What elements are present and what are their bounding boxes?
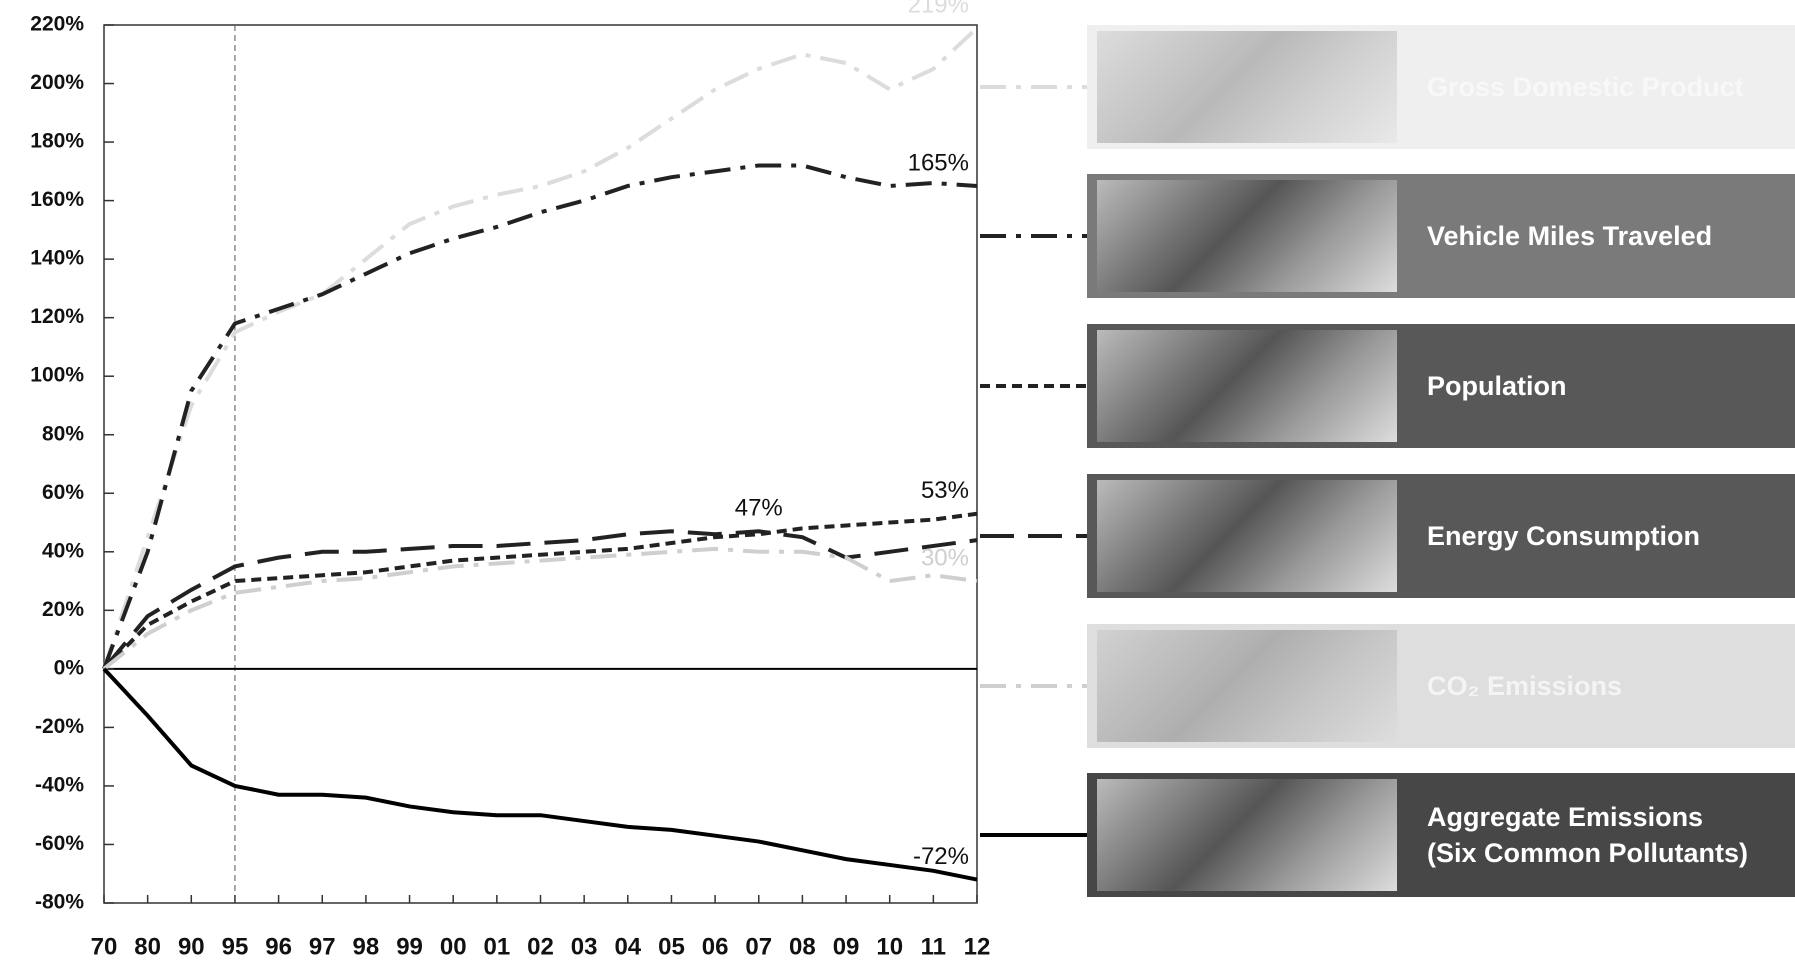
x-tick-label: 10 — [876, 933, 903, 960]
legend-photo — [1097, 630, 1397, 742]
y-tick-label: 180% — [30, 130, 84, 153]
x-tick-label: 08 — [789, 933, 816, 960]
x-tick-label: 04 — [614, 933, 641, 960]
data-label: 165% — [908, 149, 969, 176]
y-tick-label: 40% — [42, 539, 84, 562]
x-tick-label: 90 — [178, 933, 205, 960]
legend-photo — [1097, 31, 1397, 143]
page: -80% -60% -40% -20% 0% 20% 40% 60% 80% 100% 120% 14… — [0, 0, 1795, 961]
data-label: 30% — [921, 544, 969, 571]
legend-item: CO₂ Emissions — [1087, 624, 1795, 748]
x-tick-label: 09 — [833, 933, 860, 960]
y-tick-label: 60% — [42, 481, 84, 504]
y-tick-label: 220% — [30, 13, 84, 36]
legend-item: Vehicle Miles Traveled — [1087, 174, 1795, 298]
x-tick-label: 11 — [921, 933, 946, 960]
y-tick-label: 100% — [30, 364, 84, 387]
data-label: -72% — [913, 843, 969, 870]
legend-item: Energy Consumption — [1087, 474, 1795, 598]
x-tick-label: 80 — [134, 933, 161, 960]
x-tick-label: 99 — [396, 933, 423, 960]
y-tick-label: -20% — [35, 715, 84, 738]
legend-label: Vehicle Miles Traveled — [1427, 174, 1712, 298]
legend-photo — [1097, 180, 1397, 292]
data-label: 219% — [908, 0, 969, 18]
y-tick-label: 20% — [42, 598, 84, 621]
x-tick-label: 95 — [222, 933, 249, 960]
x-tick-label: 70 — [91, 933, 118, 960]
legend-label: Population — [1427, 324, 1566, 448]
y-tick-label: 160% — [30, 188, 84, 211]
data-label: 53% — [921, 477, 969, 504]
legend-item: Population — [1087, 324, 1795, 448]
legend-label: Gross Domestic Product — [1427, 25, 1744, 149]
x-tick-label: 02 — [527, 933, 554, 960]
legend-label: CO₂ Emissions — [1427, 624, 1622, 748]
legend-item: Aggregate Emissions (Six Common Pollutan… — [1087, 773, 1795, 897]
y-tick-label: 200% — [30, 71, 84, 94]
legend-label: Aggregate Emissions (Six Common Pollutan… — [1427, 773, 1748, 897]
legend-item: Gross Domestic Product — [1087, 25, 1795, 149]
x-tick-label: 06 — [702, 933, 729, 960]
x-tick-label: 98 — [353, 933, 380, 960]
y-tick-label: 140% — [30, 247, 84, 270]
x-tick-label: 12 — [964, 933, 991, 960]
data-label: 47% — [735, 495, 783, 522]
x-tick-label: 05 — [658, 933, 685, 960]
x-tick-label: 00 — [440, 933, 467, 960]
y-tick-label: 80% — [42, 422, 84, 445]
y-tick-label: 120% — [30, 305, 84, 328]
x-tick-label: 97 — [309, 933, 336, 960]
y-tick-label: -60% — [35, 832, 84, 855]
y-tick-label: -40% — [35, 773, 84, 796]
y-tick-label: -80% — [35, 891, 84, 914]
x-tick-label: 96 — [265, 933, 292, 960]
legend-photo — [1097, 779, 1397, 891]
y-tick-label: 0% — [54, 656, 85, 679]
x-tick-label: 01 — [483, 933, 510, 960]
legend-photo — [1097, 480, 1397, 592]
x-tick-label: 07 — [745, 933, 772, 960]
legend-label: Energy Consumption — [1427, 474, 1700, 598]
x-tick-label: 03 — [571, 933, 598, 960]
legend-photo — [1097, 330, 1397, 442]
